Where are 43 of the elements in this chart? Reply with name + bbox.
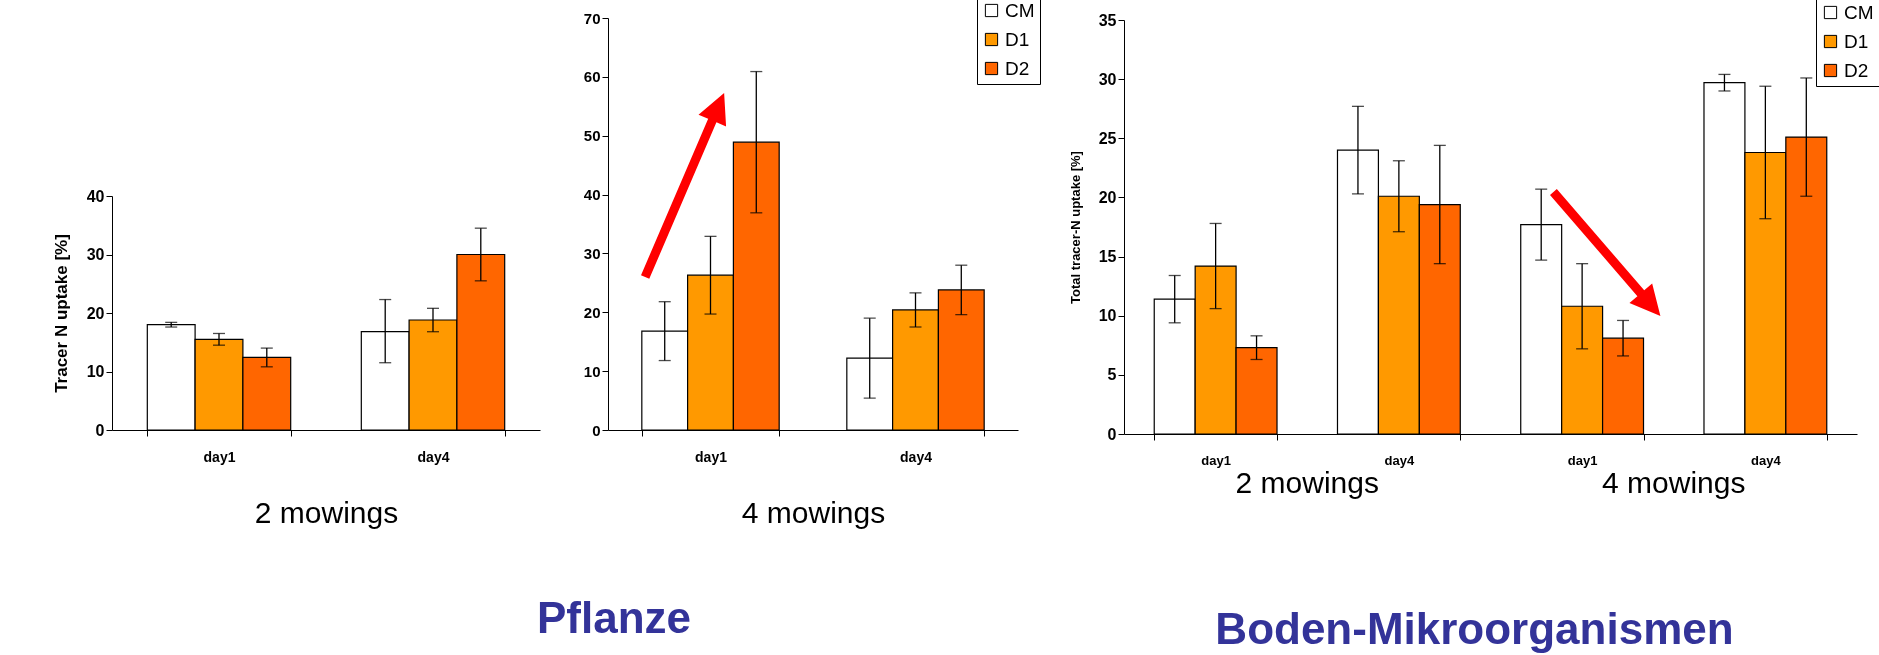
- y-tick-label: 70: [583, 9, 601, 27]
- y-tick-label: 10: [86, 363, 105, 380]
- y-tick-label: 25: [1098, 129, 1117, 147]
- y-tick-label: 50: [583, 127, 601, 145]
- y-tick-label: 30: [1098, 70, 1117, 88]
- legend-label: D1: [1844, 30, 1869, 52]
- x-tick-label: day1: [203, 448, 236, 465]
- x-axis-title: 2 mowings: [254, 495, 399, 529]
- y-tick-label: 40: [86, 187, 105, 205]
- text: 2 mowings: [1235, 466, 1379, 499]
- legend-label: D2: [1005, 57, 1030, 79]
- y-tick-label: 20: [86, 304, 105, 322]
- x-tick-label: day1: [1201, 452, 1231, 468]
- x-tick-label: day1: [1567, 452, 1598, 468]
- legend-label: D1: [1005, 28, 1030, 50]
- text: 4 mowings: [1602, 466, 1746, 499]
- legend-label: CM: [1005, 0, 1035, 21]
- x-tick-label: day4: [417, 448, 450, 465]
- y-tick-label: 30: [583, 244, 601, 262]
- text: Boden-Mikroorganismen: [1215, 604, 1734, 653]
- text: Pflanze: [536, 593, 692, 642]
- y-tick-label: 20: [1098, 188, 1117, 206]
- y-tick-label: 30: [86, 246, 105, 263]
- y-tick-label: 0: [592, 421, 601, 439]
- y-axis-title: Tracer N uptake [%]: [51, 234, 71, 393]
- y-tick-label: 35: [1098, 11, 1117, 29]
- x-tick-label: day4: [1751, 452, 1782, 468]
- y-tick-label: 10: [1098, 307, 1117, 325]
- y-tick-label: 60: [583, 68, 601, 86]
- y-tick-label: 10: [583, 362, 601, 380]
- x-tick-label: day1: [695, 448, 728, 465]
- y-tick-label: 5: [1107, 366, 1117, 384]
- x-axis-title: 4 mowings: [741, 495, 886, 529]
- legend-label: D2: [1844, 59, 1869, 81]
- x-tick-label: day4: [900, 448, 933, 465]
- y-tick-label: 40: [583, 186, 601, 204]
- y-axis-title: Total tracer-N uptake [%]: [1067, 151, 1083, 304]
- y-tick-label: 20: [583, 303, 601, 321]
- y-tick-label: 15: [1098, 248, 1117, 266]
- legend-label: CM: [1844, 1, 1874, 23]
- y-tick-label: 0: [1107, 425, 1117, 443]
- x-tick-label: day4: [1384, 452, 1415, 468]
- y-tick-label: 0: [95, 421, 105, 439]
